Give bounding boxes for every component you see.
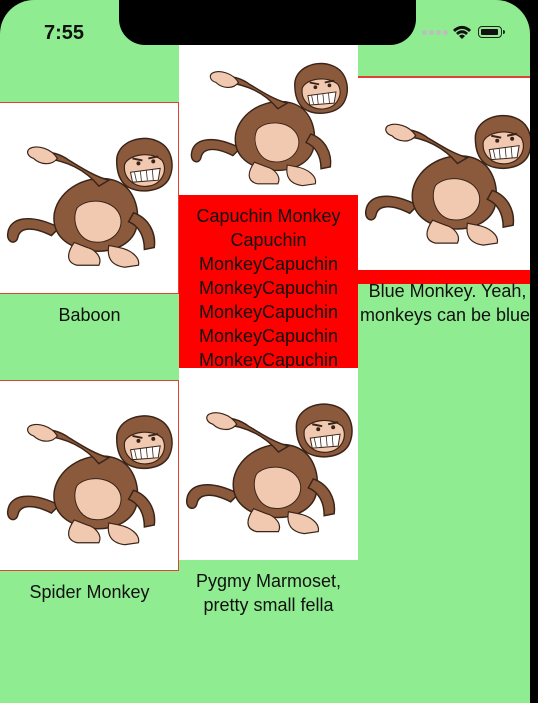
cell-label: Pygmy Marmoset, pretty small fella <box>195 571 342 615</box>
wifi-icon <box>453 25 471 39</box>
cell-label: Capuchin Monkey Capuchin MonkeyCapuchin … <box>196 206 341 368</box>
status-time: 7:55 <box>44 22 85 44</box>
notch <box>119 0 416 45</box>
status-icons <box>422 24 505 42</box>
cell-label: Spider Monkey <box>29 582 150 602</box>
monkey-image <box>0 380 179 571</box>
signal-icon <box>422 24 450 41</box>
monkey-image <box>179 45 358 195</box>
cell-label: Blue Monkey. Yeah, monkeys can be blue! <box>359 281 530 325</box>
cell-label: Baboon <box>58 305 121 325</box>
capuchin-label-box: Capuchin Monkey Capuchin MonkeyCapuchin … <box>179 195 358 368</box>
battery-icon <box>478 26 505 38</box>
monkey-image <box>179 368 358 560</box>
device-edge <box>530 0 538 703</box>
red-strip <box>358 270 530 284</box>
monkey-image <box>0 102 179 294</box>
monkey-image <box>358 76 530 273</box>
